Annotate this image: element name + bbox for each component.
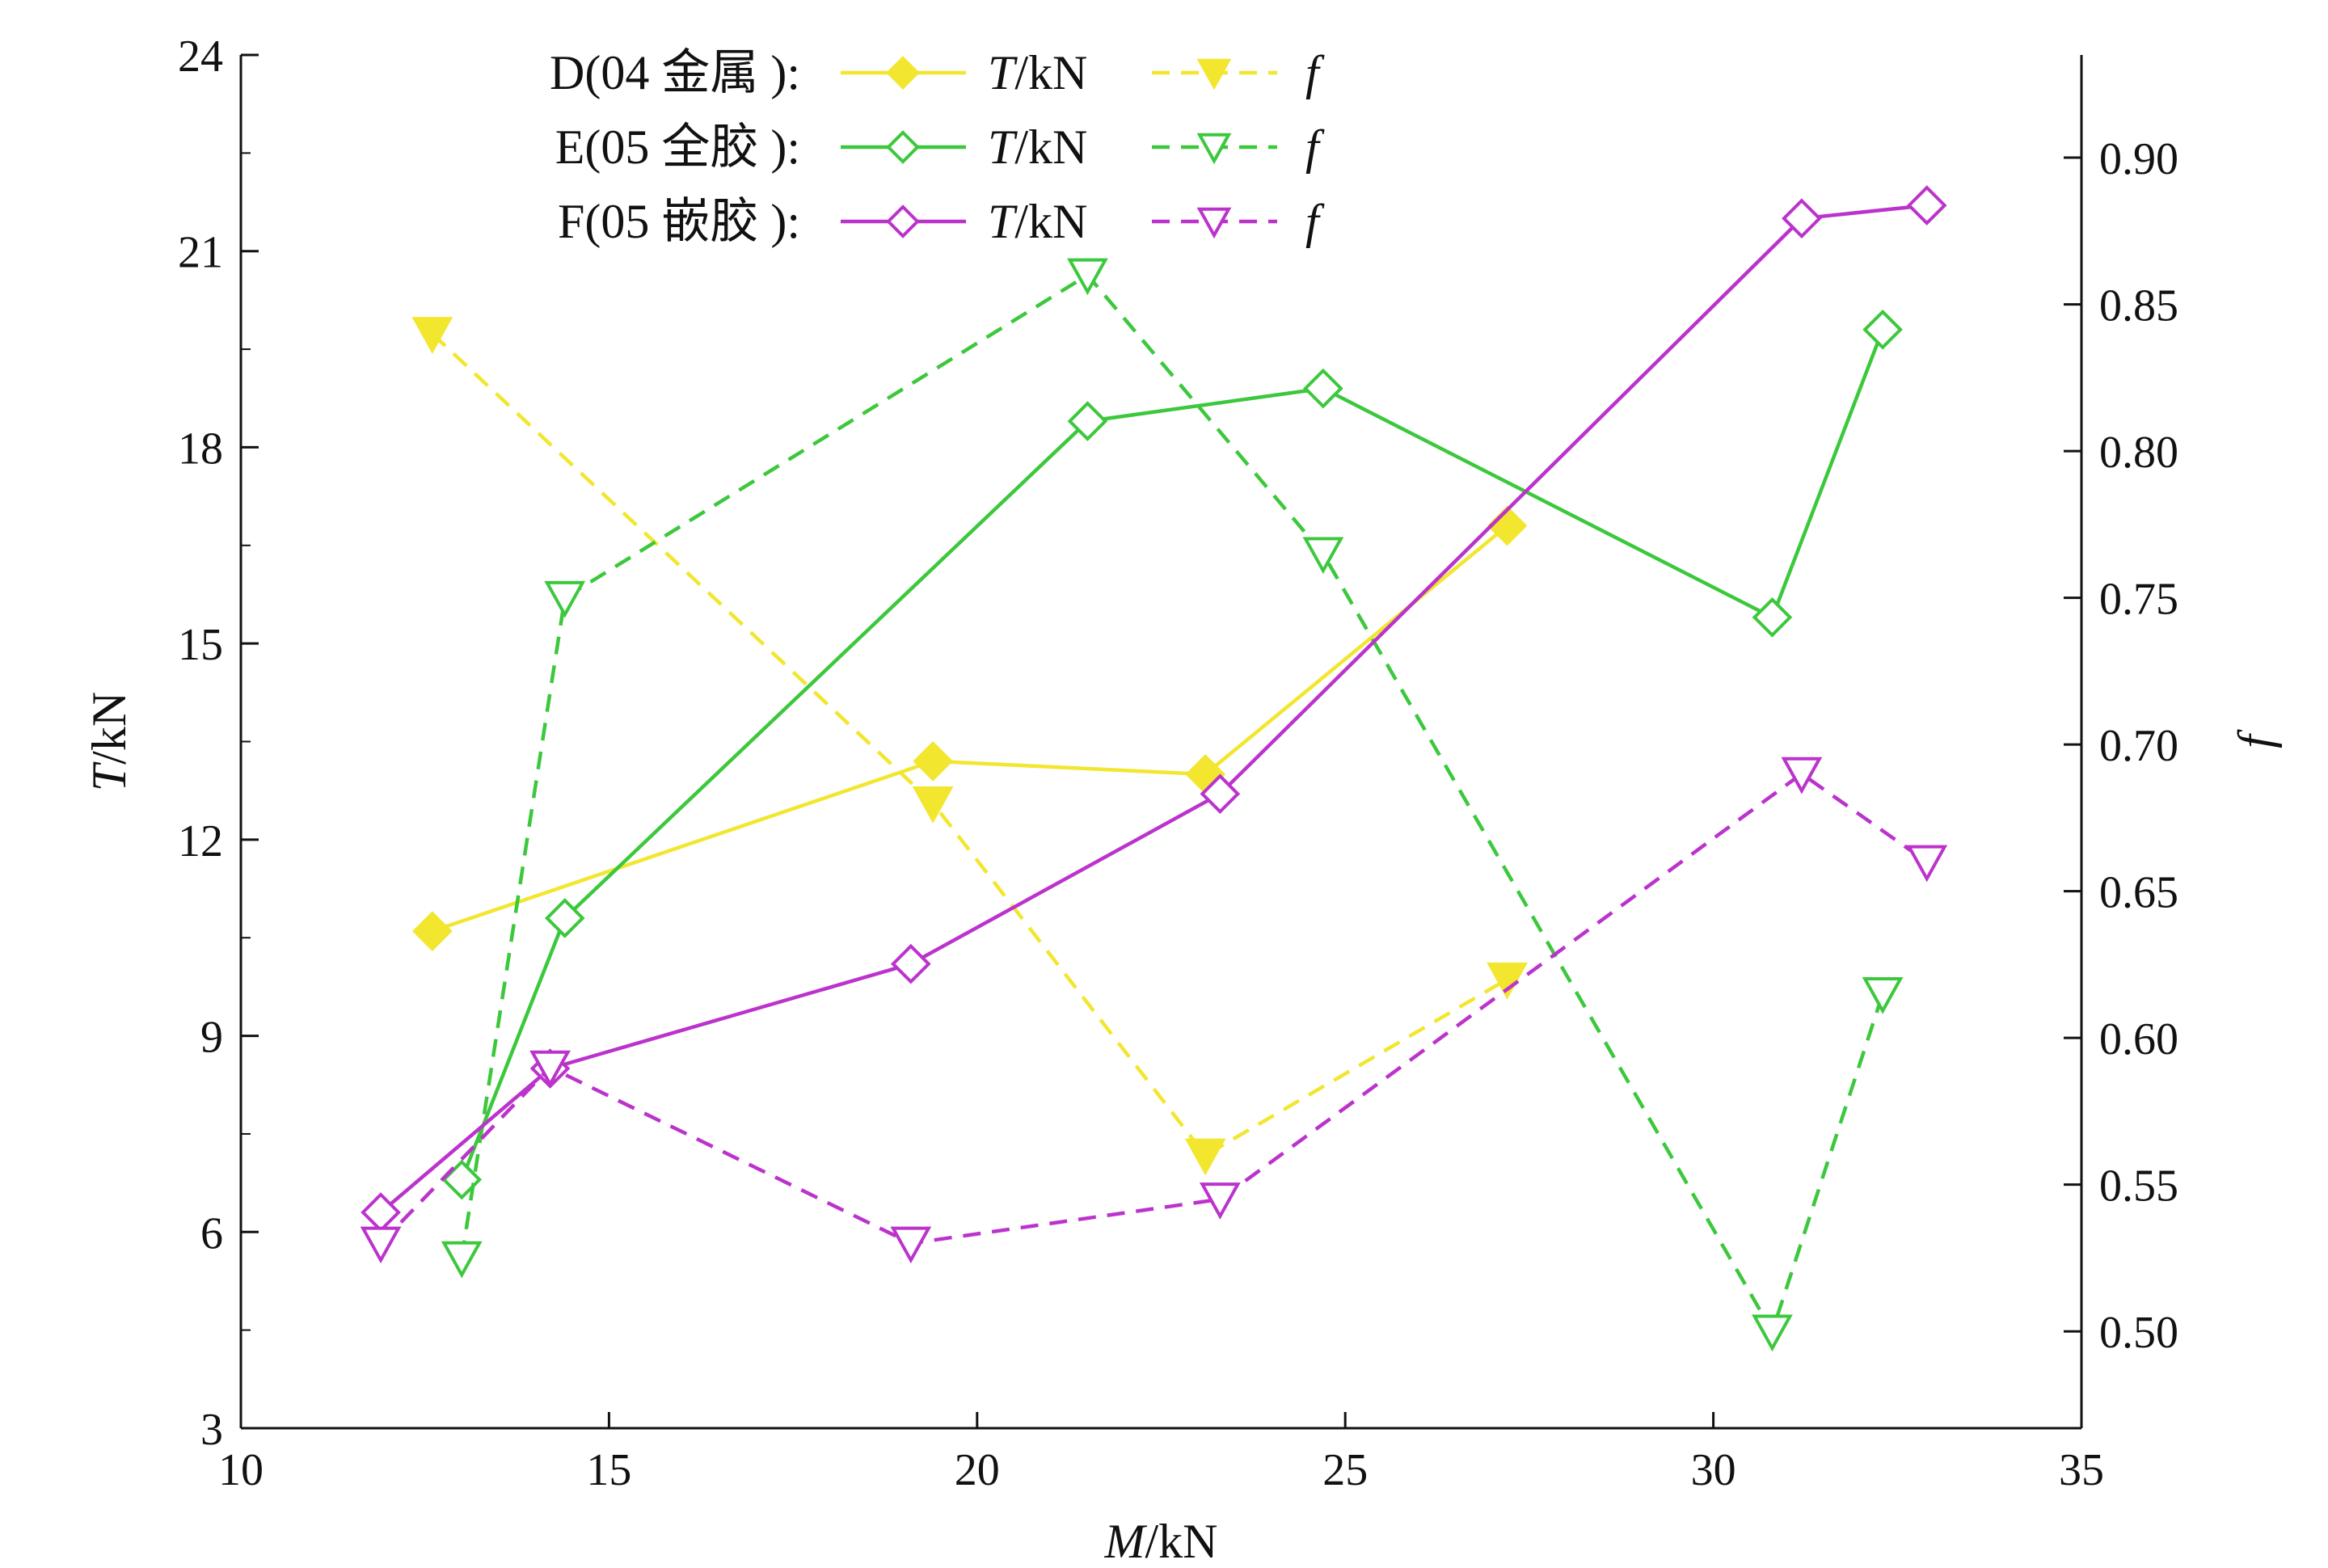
y-right-tick-label: 0.50 [2099, 1308, 2178, 1358]
x-tick-label: 10 [218, 1445, 264, 1495]
data-point-diamond [1067, 401, 1108, 441]
data-point-diamond [886, 56, 920, 90]
data-point-diamond [1752, 596, 1793, 638]
data-point-triangle [1184, 1138, 1226, 1176]
legend-t-label-rest: /kN [1014, 195, 1087, 248]
y-left-tick-label: 21 [178, 228, 223, 278]
y-left-tick-label: 3 [200, 1405, 223, 1455]
series-3 [441, 258, 1904, 1352]
data-point-triangle [1752, 1314, 1793, 1352]
series-line [431, 332, 1508, 1158]
series-4 [361, 185, 1947, 1233]
y-right-axis-title-italic: f [2229, 729, 2282, 748]
data-point-triangle [1487, 962, 1528, 1000]
data-point-triangle [1906, 845, 1948, 883]
y-left-tick-label: 15 [178, 620, 223, 670]
y-right-axis-title: f [2229, 729, 2282, 748]
data-point-triangle [1196, 58, 1232, 91]
data-point-triangle [1781, 757, 1823, 795]
legend-label: E(05 全胶 ): [555, 120, 800, 174]
x-axis-title: M/kN [1104, 1515, 1218, 1568]
x-tick-label: 35 [2059, 1445, 2104, 1495]
legend-t-label-rest: /kN [1014, 120, 1087, 174]
data-point-diamond [913, 740, 953, 782]
axes: 10 15 20 25 30 35 3 6 9 12 15 18 21 24 0.50 0.55 0.60 0.6… [178, 32, 2178, 1495]
data-point-triangle [1199, 1182, 1241, 1220]
legend-t-label: T/kN [988, 120, 1087, 174]
legend-label: F(05 嵌胶 ): [558, 195, 800, 248]
legend-t-label-rest: /kN [1014, 46, 1087, 99]
x-tick-label: 15 [586, 1445, 631, 1495]
legend: D(04 金属 ): T/kN f E(05 全胶 ): T/kN f F(05 嵌胶 ):… [550, 46, 1325, 248]
y-left-tick-label: 18 [178, 424, 223, 474]
data-point-diamond [1862, 309, 1903, 350]
legend-f-label: f [1305, 46, 1325, 99]
y-right-tick-label: 0.60 [2099, 1014, 2178, 1064]
legend-f-label: f [1305, 195, 1325, 248]
x-axis-title-rest: /kN [1145, 1515, 1217, 1568]
data-point-triangle [411, 317, 453, 354]
data-point-triangle [1862, 977, 1904, 1014]
y-right-tick-label: 0.75 [2099, 575, 2178, 625]
legend-t-label-italic: T [988, 46, 1018, 99]
data-point-diamond [1200, 773, 1241, 815]
y-left-axis-title-rest: /kN [82, 692, 136, 765]
series-layer [360, 185, 1948, 1352]
series-1 [411, 317, 1528, 1176]
legend-t-label: T/kN [988, 195, 1087, 248]
legend-t-label-italic: T [988, 195, 1018, 248]
series-line [459, 272, 1885, 1336]
legend-label: D(04 金属 ): [550, 46, 800, 99]
x-tick-label: 25 [1322, 1445, 1368, 1495]
x-axis-title-italic: M [1104, 1515, 1148, 1568]
x-tick-label: 20 [955, 1445, 1000, 1495]
series-line [379, 771, 1928, 1246]
data-point-triangle [529, 1050, 571, 1088]
data-point-triangle [912, 786, 954, 824]
data-point-diamond [886, 130, 920, 164]
series-2 [441, 309, 1903, 1200]
data-point-triangle [890, 1226, 932, 1264]
y-right-tick-label: 0.55 [2099, 1161, 2178, 1212]
series-0 [411, 505, 1528, 951]
data-point-diamond [890, 943, 931, 984]
series-line [432, 524, 1509, 934]
data-point-triangle [1302, 537, 1344, 575]
x-tick-label: 30 [1691, 1445, 1736, 1495]
y-left-tick-label: 24 [178, 32, 223, 82]
y-right-tick-label: 0.80 [2099, 428, 2178, 478]
data-point-triangle [1196, 133, 1232, 165]
data-point-triangle [1196, 207, 1232, 239]
series-5 [360, 757, 1948, 1264]
data-point-diamond [1303, 368, 1343, 409]
data-point-triangle [360, 1226, 402, 1264]
data-point-triangle [544, 580, 586, 618]
y-left-axis-title-italic: T [82, 761, 136, 791]
series-line [460, 328, 1885, 1181]
data-point-diamond [1782, 198, 1822, 239]
y-right-tick-label: 0.90 [2099, 134, 2178, 184]
y-left-tick-label: 6 [200, 1208, 223, 1258]
legend-t-label-italic: T [988, 120, 1018, 174]
data-point-triangle [441, 1241, 483, 1279]
legend-t-label: T/kN [988, 46, 1087, 99]
y-right-tick-label: 0.65 [2099, 868, 2178, 918]
axis-titles: M/kNT/kN f [82, 692, 2282, 1568]
y-left-tick-label: 12 [178, 816, 223, 866]
data-point-triangle [1067, 258, 1108, 296]
data-point-diamond [1906, 185, 1947, 226]
legend-f-label: f [1305, 120, 1325, 174]
y-right-tick-label: 0.70 [2099, 721, 2178, 771]
data-point-diamond [544, 898, 585, 938]
y-left-axis-title: T/kN [82, 692, 136, 791]
data-point-diamond [886, 204, 920, 238]
y-left-tick-label: 9 [200, 1013, 223, 1063]
data-point-diamond [411, 911, 453, 951]
series-line [379, 203, 1927, 1214]
y-right-tick-label: 0.85 [2099, 281, 2178, 331]
